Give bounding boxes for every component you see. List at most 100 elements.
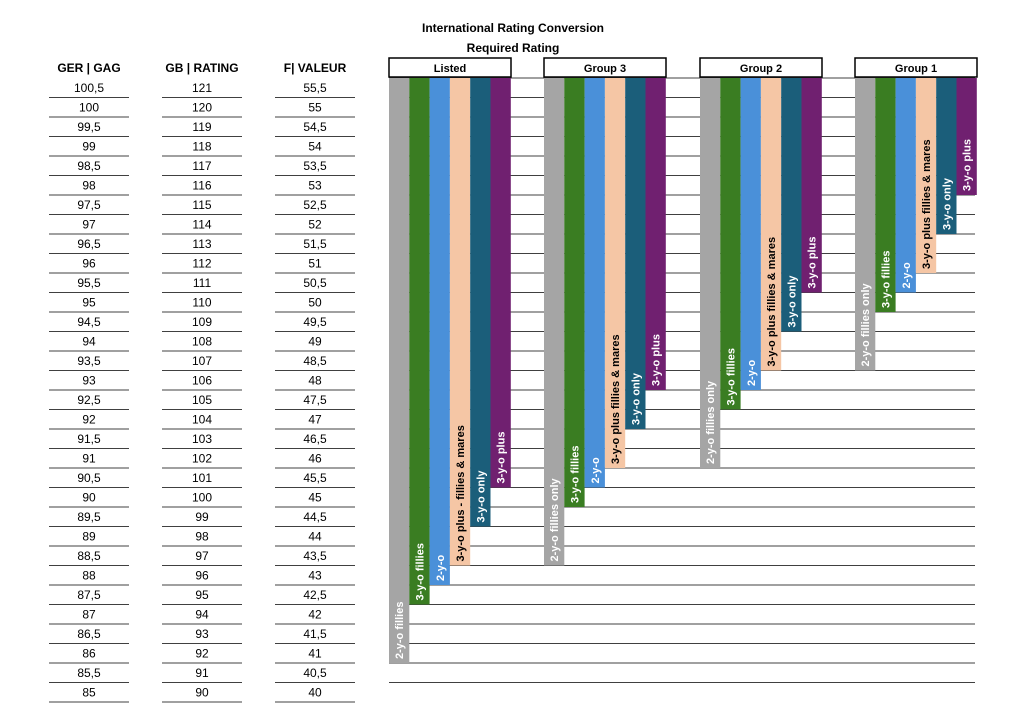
group-header-label: Group 2: [740, 63, 782, 75]
group-header-label: Listed: [434, 63, 466, 75]
table-cell: 100,5: [74, 81, 104, 95]
bar: [429, 78, 450, 585]
bar-label: 3-y-o plus fillies & mares: [610, 334, 622, 464]
bar-label: 3-y-o plus fillies & mares: [921, 139, 933, 269]
bar-label: 2-y-o fillies: [394, 602, 406, 659]
bar: [895, 78, 916, 293]
bar: [956, 78, 977, 195]
bar: [915, 78, 937, 273]
bar-label: 3-y-o plus: [651, 334, 663, 386]
table-cell: 108: [192, 335, 212, 349]
group-header: [854, 57, 978, 78]
table-cell: 98: [82, 179, 96, 193]
table-cell: 47: [308, 413, 322, 427]
bar-label: 3-y-o plus fillies & mares: [766, 237, 778, 367]
table-cell: 44: [308, 530, 322, 544]
table-cell: 43,5: [303, 549, 327, 563]
table-cell: 112: [192, 257, 211, 271]
bar-label: 3-y-o plus: [496, 432, 508, 484]
group-header: [388, 57, 512, 78]
table-cell: 90: [82, 491, 96, 505]
table-cell: 85: [82, 686, 96, 700]
bar-label: 3-y-o fillies: [569, 446, 581, 503]
table-cell: 119: [192, 120, 211, 134]
table-cell: 97,5: [77, 198, 101, 212]
table-cell: 43: [308, 569, 322, 583]
table-cell: 41: [308, 647, 322, 661]
header-gb-rating: GB | RATING: [165, 61, 239, 75]
bar-label: 3-y-o only: [475, 470, 487, 523]
table-cell: 120: [192, 101, 212, 115]
header-ger-gag: GER | GAG: [57, 61, 121, 75]
table-cell: 41,5: [303, 627, 327, 641]
table-cell: 97: [195, 549, 209, 563]
bar-label: 2-y-o fillies only: [705, 380, 717, 464]
table-cell: 45,5: [303, 471, 327, 485]
table-cell: 102: [192, 452, 212, 466]
table-cell: 47,5: [303, 393, 327, 407]
bar: [389, 78, 410, 663]
bar: [645, 78, 666, 390]
bar-label: 3-y-o fillies: [725, 348, 737, 405]
bar: [781, 78, 802, 332]
table-cell: 110: [192, 296, 211, 310]
bar-label: 3-y-o only: [630, 372, 642, 425]
bar: [490, 78, 511, 488]
table-cell: 109: [192, 315, 212, 329]
table-cell: 111: [193, 276, 212, 290]
bar: [409, 78, 430, 605]
bar-label: 2-y-o: [435, 554, 447, 581]
bar-label: 3-y-o fillies: [880, 251, 892, 308]
bar: [855, 78, 876, 371]
table-cell: 117: [192, 159, 211, 173]
table-cell: 52,5: [303, 198, 327, 212]
group-header-label: Group 3: [584, 63, 626, 75]
bar: [625, 78, 646, 429]
table-cell: 100: [79, 101, 99, 115]
table-cell: 45: [308, 491, 322, 505]
bar: [720, 78, 741, 410]
bar: [604, 78, 626, 468]
table-cell: 90,5: [77, 471, 101, 485]
table-cell: 121: [192, 81, 212, 95]
table-cell: 44,5: [303, 510, 327, 524]
table-cell: 42: [308, 608, 322, 622]
table-cell: 92: [82, 413, 96, 427]
table-cell: 49: [308, 335, 322, 349]
table-cell: 94: [82, 335, 96, 349]
table-cell: 50: [308, 296, 322, 310]
table-cell: 91,5: [77, 432, 101, 446]
bar-label: 3-y-o only: [786, 275, 798, 328]
table-cell: 98,5: [77, 159, 101, 173]
table-cell: 86,5: [77, 627, 101, 641]
table-cell: 40,5: [303, 666, 327, 680]
bar: [875, 78, 896, 312]
table-cell: 99,5: [77, 120, 101, 134]
table-cell: 48,5: [303, 354, 327, 368]
table-cell: 53: [308, 179, 322, 193]
table-cell: 107: [192, 354, 212, 368]
table-cell: 93,5: [77, 354, 101, 368]
table-cell: 90: [195, 686, 209, 700]
table-cell: 95: [82, 296, 96, 310]
table-cell: 87,5: [77, 588, 101, 602]
chart-subtitle: Required Rating: [466, 41, 560, 55]
table-cell: 118: [192, 140, 211, 154]
table-cell: 99: [195, 510, 209, 524]
bar-label: 2-y-o: [901, 262, 913, 289]
table-cell: 93: [82, 374, 96, 388]
bar-label: 3-y-o plus: [807, 237, 819, 289]
chart-title: International Rating Conversion: [421, 21, 604, 35]
table-cell: 96: [82, 257, 96, 271]
table-cell: 88: [82, 569, 96, 583]
table-cell: 95: [195, 588, 209, 602]
table-cell: 49,5: [303, 315, 327, 329]
table-cell: 114: [192, 218, 211, 232]
table-cell: 93: [195, 627, 209, 641]
table-cell: 104: [192, 413, 212, 427]
table-cell: 48: [308, 374, 322, 388]
table-cell: 46: [308, 452, 322, 466]
bar: [760, 78, 782, 371]
table-cell: 101: [192, 471, 212, 485]
table-cell: 53,5: [303, 159, 327, 173]
